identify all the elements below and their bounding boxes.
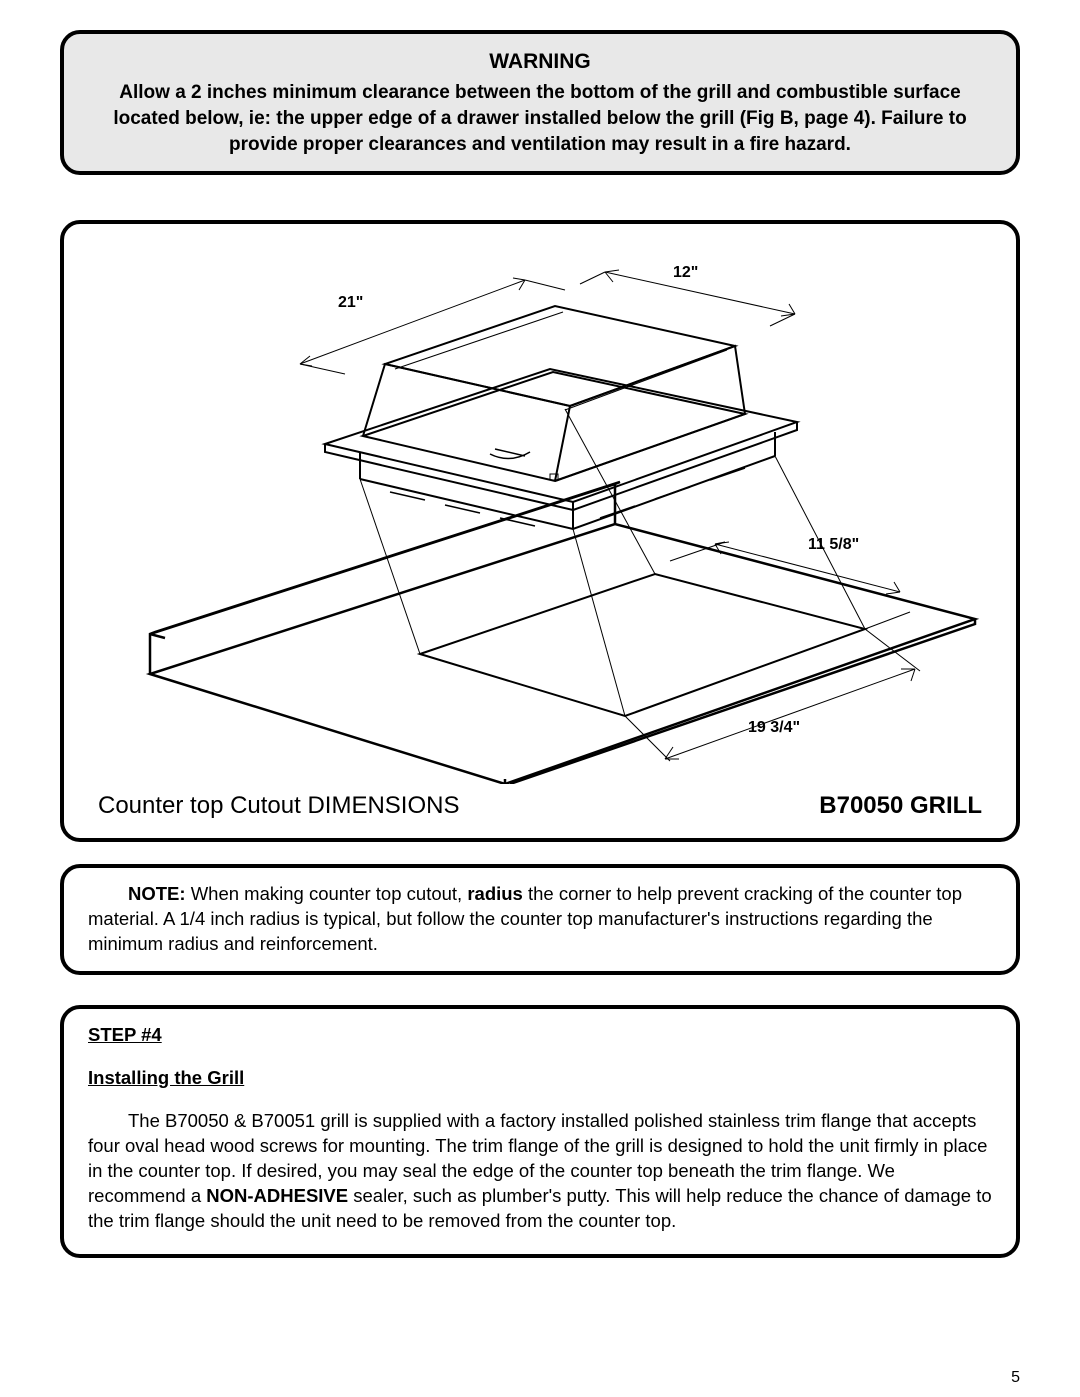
warning-body: Allow a 2 inches minimum clearance betwe… (88, 80, 992, 157)
note-box: NOTE: When making counter top cutout, ra… (60, 864, 1020, 975)
diagram-caption-row: Counter top Cutout DIMENSIONS B70050 GRI… (88, 784, 992, 820)
warning-box: WARNING Allow a 2 inches minimum clearan… (60, 30, 1020, 175)
step-box: STEP #4 Installing the Grill The B70050 … (60, 1005, 1020, 1258)
dim-depth-top: 12" (673, 264, 698, 282)
step-title: STEP #4 (88, 1023, 992, 1048)
diagram-caption-right: B70050 GRILL (819, 792, 982, 820)
step-subtitle: Installing the Grill (88, 1066, 992, 1091)
diagram-area: 21" 12" 11 5/8" 19 3/4" (88, 224, 992, 784)
diagram-caption-left: Counter top Cutout DIMENSIONS (98, 792, 459, 820)
diagram-box: 21" 12" 11 5/8" 19 3/4" Counter top Cuto… (60, 220, 1020, 842)
note-before: When making counter top cutout, (186, 883, 468, 904)
note-bold: radius (467, 883, 523, 904)
note-text: NOTE: When making counter top cutout, ra… (88, 882, 992, 957)
step-body: The B70050 & B70051 grill is supplied wi… (88, 1109, 992, 1234)
dim-cutout-width: 19 3/4" (748, 719, 800, 737)
warning-title: WARNING (88, 48, 992, 76)
cutout-diagram-svg (88, 224, 992, 784)
dim-width-top: 21" (338, 294, 363, 312)
dim-cutout-depth: 11 5/8" (808, 536, 859, 554)
page-number: 5 (1011, 1369, 1020, 1387)
step-bold: NON-ADHESIVE (206, 1185, 348, 1206)
note-label: NOTE: (128, 883, 186, 904)
